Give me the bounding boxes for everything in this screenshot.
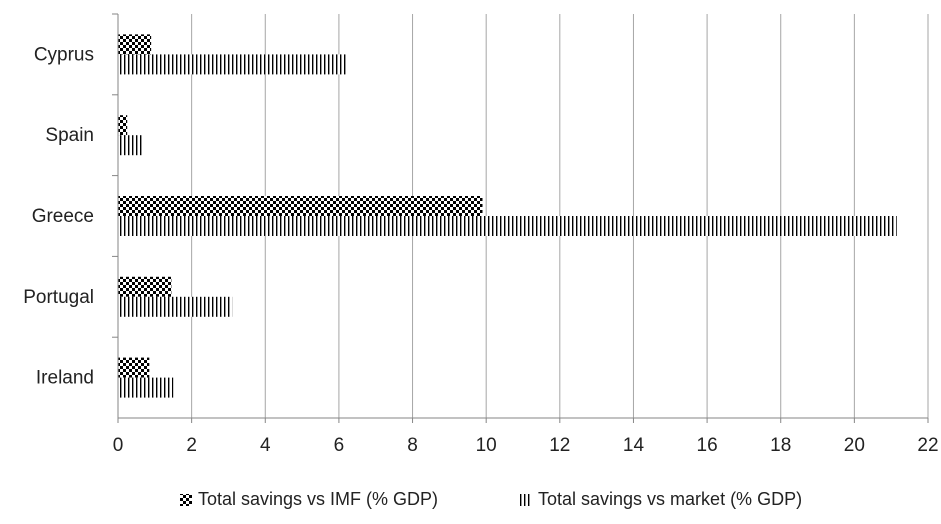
legend-label-market: Total savings vs market (% GDP) [538, 489, 802, 509]
legend-label-imf: Total savings vs IMF (% GDP) [198, 489, 438, 509]
bar-market-cyprus [118, 54, 347, 75]
y-category-label: Greece [32, 206, 94, 227]
bar-imf-greece [118, 196, 483, 216]
legend: Total savings vs IMF (% GDP) Total saving… [180, 489, 802, 509]
y-category-label: Spain [45, 125, 94, 146]
y-category-label: Cyprus [34, 44, 94, 65]
x-tick-label: 12 [549, 435, 570, 456]
bar-market-greece [118, 216, 897, 236]
x-tick-label: 14 [623, 435, 645, 456]
x-tick-label: 20 [844, 435, 865, 456]
x-tick-label: 2 [186, 435, 197, 456]
bar-market-ireland [118, 377, 174, 398]
bar-imf-spain [118, 115, 128, 136]
x-tick-label: 0 [113, 435, 124, 456]
axes: 0 2 4 6 8 10 12 14 16 18 20 22 Ireland Portugal Greece… [23, 13, 939, 456]
x-tick-label: 16 [697, 435, 718, 456]
y-category-label: Portugal [23, 287, 94, 308]
x-tick-label: 6 [334, 435, 345, 456]
bar-imf-portugal [118, 276, 172, 297]
legend-swatch-market [520, 494, 532, 506]
bar-market-spain [118, 135, 142, 156]
bar-imf-ireland [118, 357, 150, 378]
bar-market-portugal [118, 296, 233, 317]
y-category-label: Ireland [36, 368, 94, 389]
bar-imf-cyprus [118, 34, 152, 55]
x-tick-label: 8 [407, 435, 418, 456]
x-tick-label: 22 [917, 435, 938, 456]
bars [118, 34, 897, 398]
x-tick-label: 18 [770, 435, 791, 456]
legend-swatch-imf [180, 494, 192, 506]
x-tick-label: 4 [260, 435, 271, 456]
x-tick-label: 10 [476, 435, 497, 456]
